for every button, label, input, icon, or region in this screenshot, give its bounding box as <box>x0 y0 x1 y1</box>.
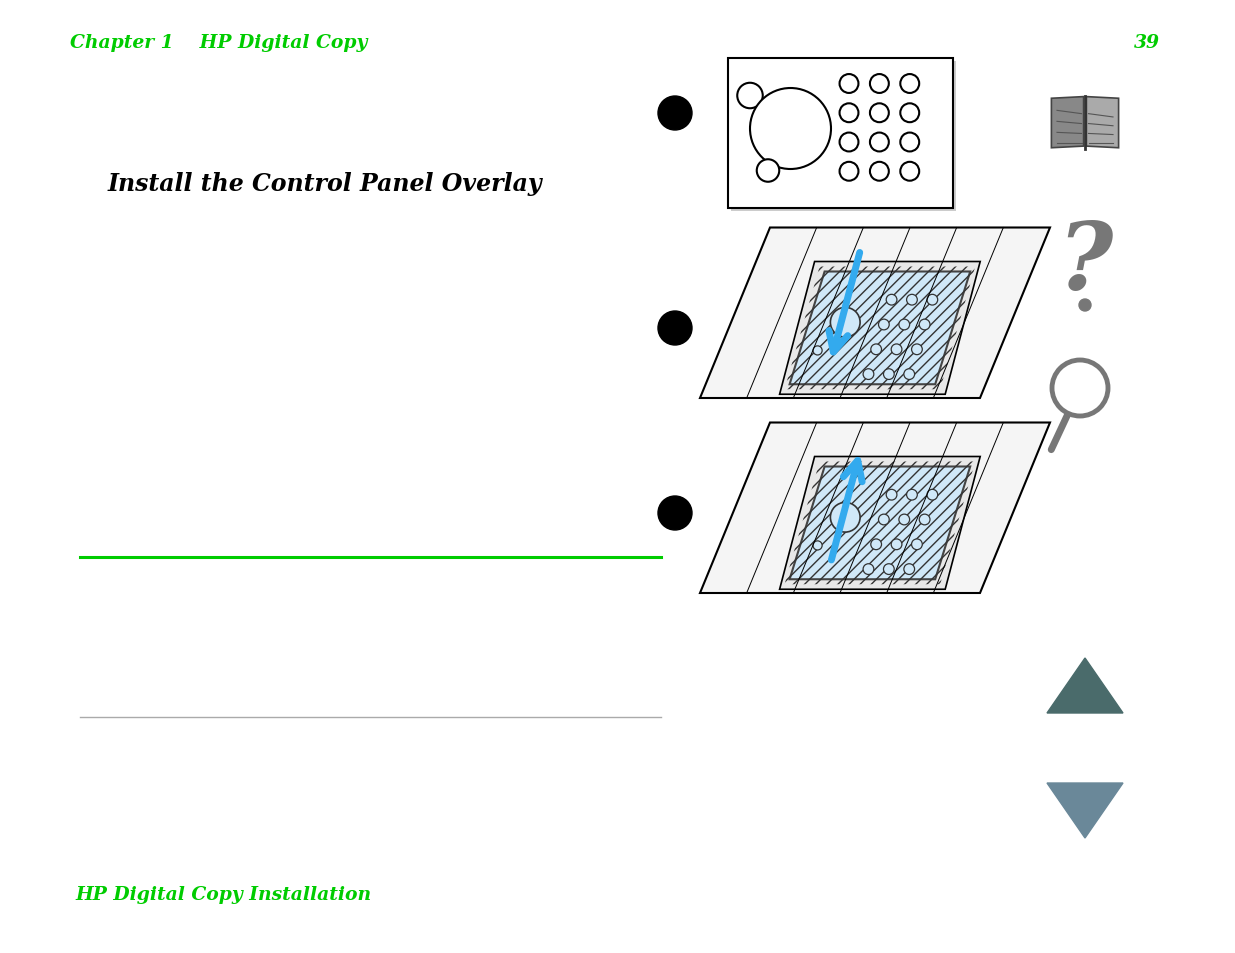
Text: HP Digital Copy Installation: HP Digital Copy Installation <box>75 885 372 903</box>
Circle shape <box>869 163 889 181</box>
Circle shape <box>906 295 918 306</box>
Circle shape <box>813 347 823 355</box>
Text: 39: 39 <box>1134 34 1160 52</box>
Circle shape <box>892 345 902 355</box>
Circle shape <box>840 133 858 152</box>
Circle shape <box>840 104 858 123</box>
Circle shape <box>899 515 910 525</box>
Bar <box>727 59 952 209</box>
Circle shape <box>911 539 923 550</box>
Polygon shape <box>1087 97 1119 149</box>
Polygon shape <box>779 457 981 590</box>
Polygon shape <box>1047 783 1123 838</box>
Circle shape <box>869 133 889 152</box>
Circle shape <box>658 97 692 131</box>
Circle shape <box>900 133 919 152</box>
Circle shape <box>883 564 894 575</box>
Circle shape <box>906 490 918 500</box>
Text: Install the Control Panel Overlay: Install the Control Panel Overlay <box>107 172 542 195</box>
Circle shape <box>887 295 897 306</box>
Polygon shape <box>1047 659 1123 713</box>
Circle shape <box>863 564 874 575</box>
Circle shape <box>904 564 915 575</box>
Circle shape <box>904 370 915 380</box>
Circle shape <box>883 370 894 380</box>
Circle shape <box>1052 360 1108 416</box>
Circle shape <box>750 89 831 170</box>
Circle shape <box>658 312 692 346</box>
Circle shape <box>892 539 902 550</box>
Circle shape <box>869 104 889 123</box>
Circle shape <box>871 345 882 355</box>
Circle shape <box>919 515 930 525</box>
Circle shape <box>813 541 823 551</box>
Circle shape <box>887 490 897 500</box>
Circle shape <box>1079 299 1091 312</box>
Circle shape <box>919 320 930 331</box>
Polygon shape <box>700 423 1050 594</box>
Circle shape <box>878 515 889 525</box>
Polygon shape <box>789 273 971 385</box>
Circle shape <box>899 320 910 331</box>
Polygon shape <box>789 467 971 579</box>
Circle shape <box>911 345 923 355</box>
Circle shape <box>900 104 919 123</box>
Circle shape <box>878 320 889 331</box>
Circle shape <box>830 503 860 533</box>
Circle shape <box>840 163 858 181</box>
Text: Chapter 1    HP Digital Copy: Chapter 1 HP Digital Copy <box>70 34 367 52</box>
Text: ?: ? <box>1057 219 1113 309</box>
Circle shape <box>927 490 937 500</box>
Circle shape <box>658 497 692 531</box>
Circle shape <box>757 160 779 183</box>
Circle shape <box>900 75 919 93</box>
Circle shape <box>840 75 858 93</box>
Bar <box>730 62 956 212</box>
Polygon shape <box>700 229 1050 398</box>
Circle shape <box>830 308 860 337</box>
Circle shape <box>900 163 919 181</box>
Circle shape <box>869 75 889 93</box>
Circle shape <box>871 539 882 550</box>
Polygon shape <box>1051 97 1083 149</box>
Circle shape <box>927 295 937 306</box>
Circle shape <box>737 84 763 110</box>
Circle shape <box>863 370 874 380</box>
Polygon shape <box>779 262 981 395</box>
